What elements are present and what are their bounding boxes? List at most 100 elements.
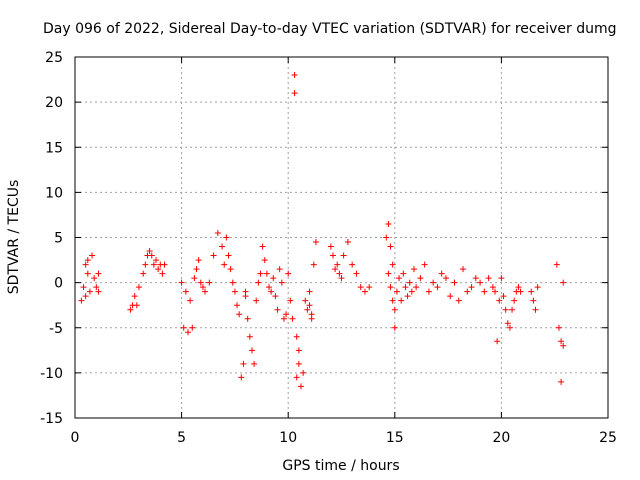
data-point <box>511 297 518 304</box>
data-point <box>246 333 253 340</box>
data-point <box>191 275 198 282</box>
data-point <box>387 243 394 250</box>
data-point <box>189 324 196 331</box>
data-point <box>161 261 168 268</box>
data-point <box>455 297 462 304</box>
y-tick-label: 10 <box>45 185 63 201</box>
data-point <box>182 288 189 295</box>
data-point <box>434 284 441 291</box>
data-point <box>146 248 153 255</box>
data-point <box>293 333 300 340</box>
data-point <box>472 275 479 282</box>
data-point <box>140 270 147 277</box>
data-point <box>197 279 204 286</box>
data-point <box>93 284 100 291</box>
data-point <box>280 315 287 322</box>
data-point <box>180 324 187 331</box>
data-point <box>489 284 496 291</box>
data-point <box>515 284 522 291</box>
data-point <box>251 360 258 367</box>
y-tick-label: 20 <box>45 95 63 111</box>
data-point <box>312 239 319 246</box>
data-point <box>178 279 185 286</box>
x-tick-label: 20 <box>492 430 510 446</box>
data-point <box>297 383 304 390</box>
data-point <box>338 275 345 282</box>
data-point <box>417 275 424 282</box>
data-point <box>263 270 270 277</box>
data-point <box>366 284 373 291</box>
data-point <box>558 378 565 385</box>
data-point <box>500 293 507 300</box>
data-point <box>553 261 560 268</box>
x-tick-label: 25 <box>599 430 617 446</box>
data-point <box>385 270 392 277</box>
data-point <box>159 270 166 277</box>
data-point <box>304 306 311 313</box>
data-point <box>266 284 273 291</box>
data-point <box>468 284 475 291</box>
data-point <box>332 266 339 273</box>
data-point <box>148 252 155 259</box>
data-point <box>225 252 232 259</box>
data-point <box>210 252 217 259</box>
data-point <box>504 320 511 327</box>
data-point <box>195 257 202 264</box>
data-point <box>227 266 234 273</box>
data-point <box>82 261 89 268</box>
data-point <box>253 297 260 304</box>
data-point <box>84 257 91 264</box>
data-point <box>558 338 565 345</box>
data-point <box>410 266 417 273</box>
data-point <box>447 293 454 300</box>
data-point <box>421 261 428 268</box>
data-point <box>268 288 275 295</box>
y-tick-label: -5 <box>49 321 63 337</box>
data-point <box>498 275 505 282</box>
y-tick-label: -15 <box>40 411 63 427</box>
data-point <box>310 261 317 268</box>
data-point <box>425 288 432 295</box>
data-point <box>231 288 238 295</box>
data-point <box>234 302 241 309</box>
data-point <box>406 279 413 286</box>
data-point <box>334 261 341 268</box>
data-point <box>255 279 262 286</box>
data-marks <box>78 72 567 390</box>
data-point <box>283 311 290 318</box>
data-point <box>223 234 230 241</box>
data-point <box>153 257 160 264</box>
data-point <box>219 243 226 250</box>
data-point <box>240 360 247 367</box>
data-point <box>306 288 313 295</box>
y-tick-label: 0 <box>54 276 63 292</box>
data-point <box>506 324 513 331</box>
data-point <box>229 279 236 286</box>
data-point <box>385 220 392 227</box>
data-point <box>532 306 539 313</box>
data-point <box>291 72 298 79</box>
data-point <box>530 297 537 304</box>
data-point <box>393 288 400 295</box>
grid <box>74 56 609 419</box>
data-point <box>400 270 407 277</box>
data-point <box>221 261 228 268</box>
data-point <box>306 302 313 309</box>
data-point <box>206 279 213 286</box>
x-axis-label: GPS time / hours <box>282 458 399 474</box>
data-point <box>184 329 191 336</box>
data-point <box>261 257 268 264</box>
data-point <box>80 284 87 291</box>
data-point <box>464 288 471 295</box>
data-point <box>383 234 390 241</box>
data-point <box>389 297 396 304</box>
data-point <box>86 288 93 295</box>
data-point <box>193 266 200 273</box>
data-point <box>214 229 221 236</box>
data-point <box>502 306 509 313</box>
data-point <box>133 302 140 309</box>
x-tick-label: 5 <box>177 430 186 446</box>
data-point <box>259 243 266 250</box>
data-point <box>285 270 292 277</box>
